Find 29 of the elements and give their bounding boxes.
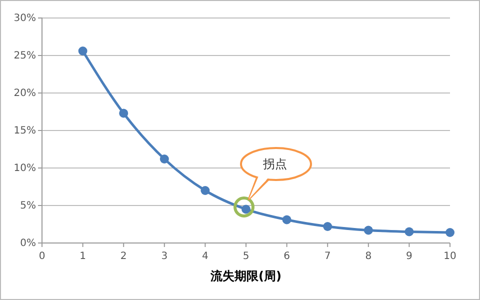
point (200, 186, 210, 195)
x-tick-label: 7 (324, 251, 331, 262)
x-tick-label: 5 (242, 251, 250, 262)
y-tick-label: 20% (14, 88, 36, 100)
annotation: 拐点 (262, 157, 287, 172)
x-tick-label: 1 (80, 251, 86, 262)
point (119, 108, 128, 118)
y-tick-label: 5% (20, 200, 36, 212)
y-tick-label: 10% (14, 163, 36, 174)
y-tick-label: 0% (20, 238, 36, 250)
point (282, 215, 292, 224)
x-tick-label: 2 (120, 251, 127, 262)
point (364, 226, 373, 235)
x-tick-label: 10 (444, 251, 456, 262)
x-tick-label: 9 (406, 251, 412, 262)
point (160, 154, 169, 164)
point (404, 227, 414, 236)
point (78, 46, 88, 56)
x-tick-label: 4 (202, 251, 208, 262)
x-tick-label: 3 (161, 251, 168, 262)
y-tick-label: 15% (14, 126, 36, 137)
x-tick-label: 8 (365, 251, 372, 262)
y-tick-label: 30% (14, 13, 36, 24)
x-tick-label: 0 (38, 251, 46, 262)
point (446, 228, 454, 237)
x-tick-label: 6 (284, 251, 290, 262)
x-axis-title: 流失期限(周) (210, 269, 282, 283)
y-tick-label: 25% (14, 50, 36, 62)
point (323, 222, 332, 231)
